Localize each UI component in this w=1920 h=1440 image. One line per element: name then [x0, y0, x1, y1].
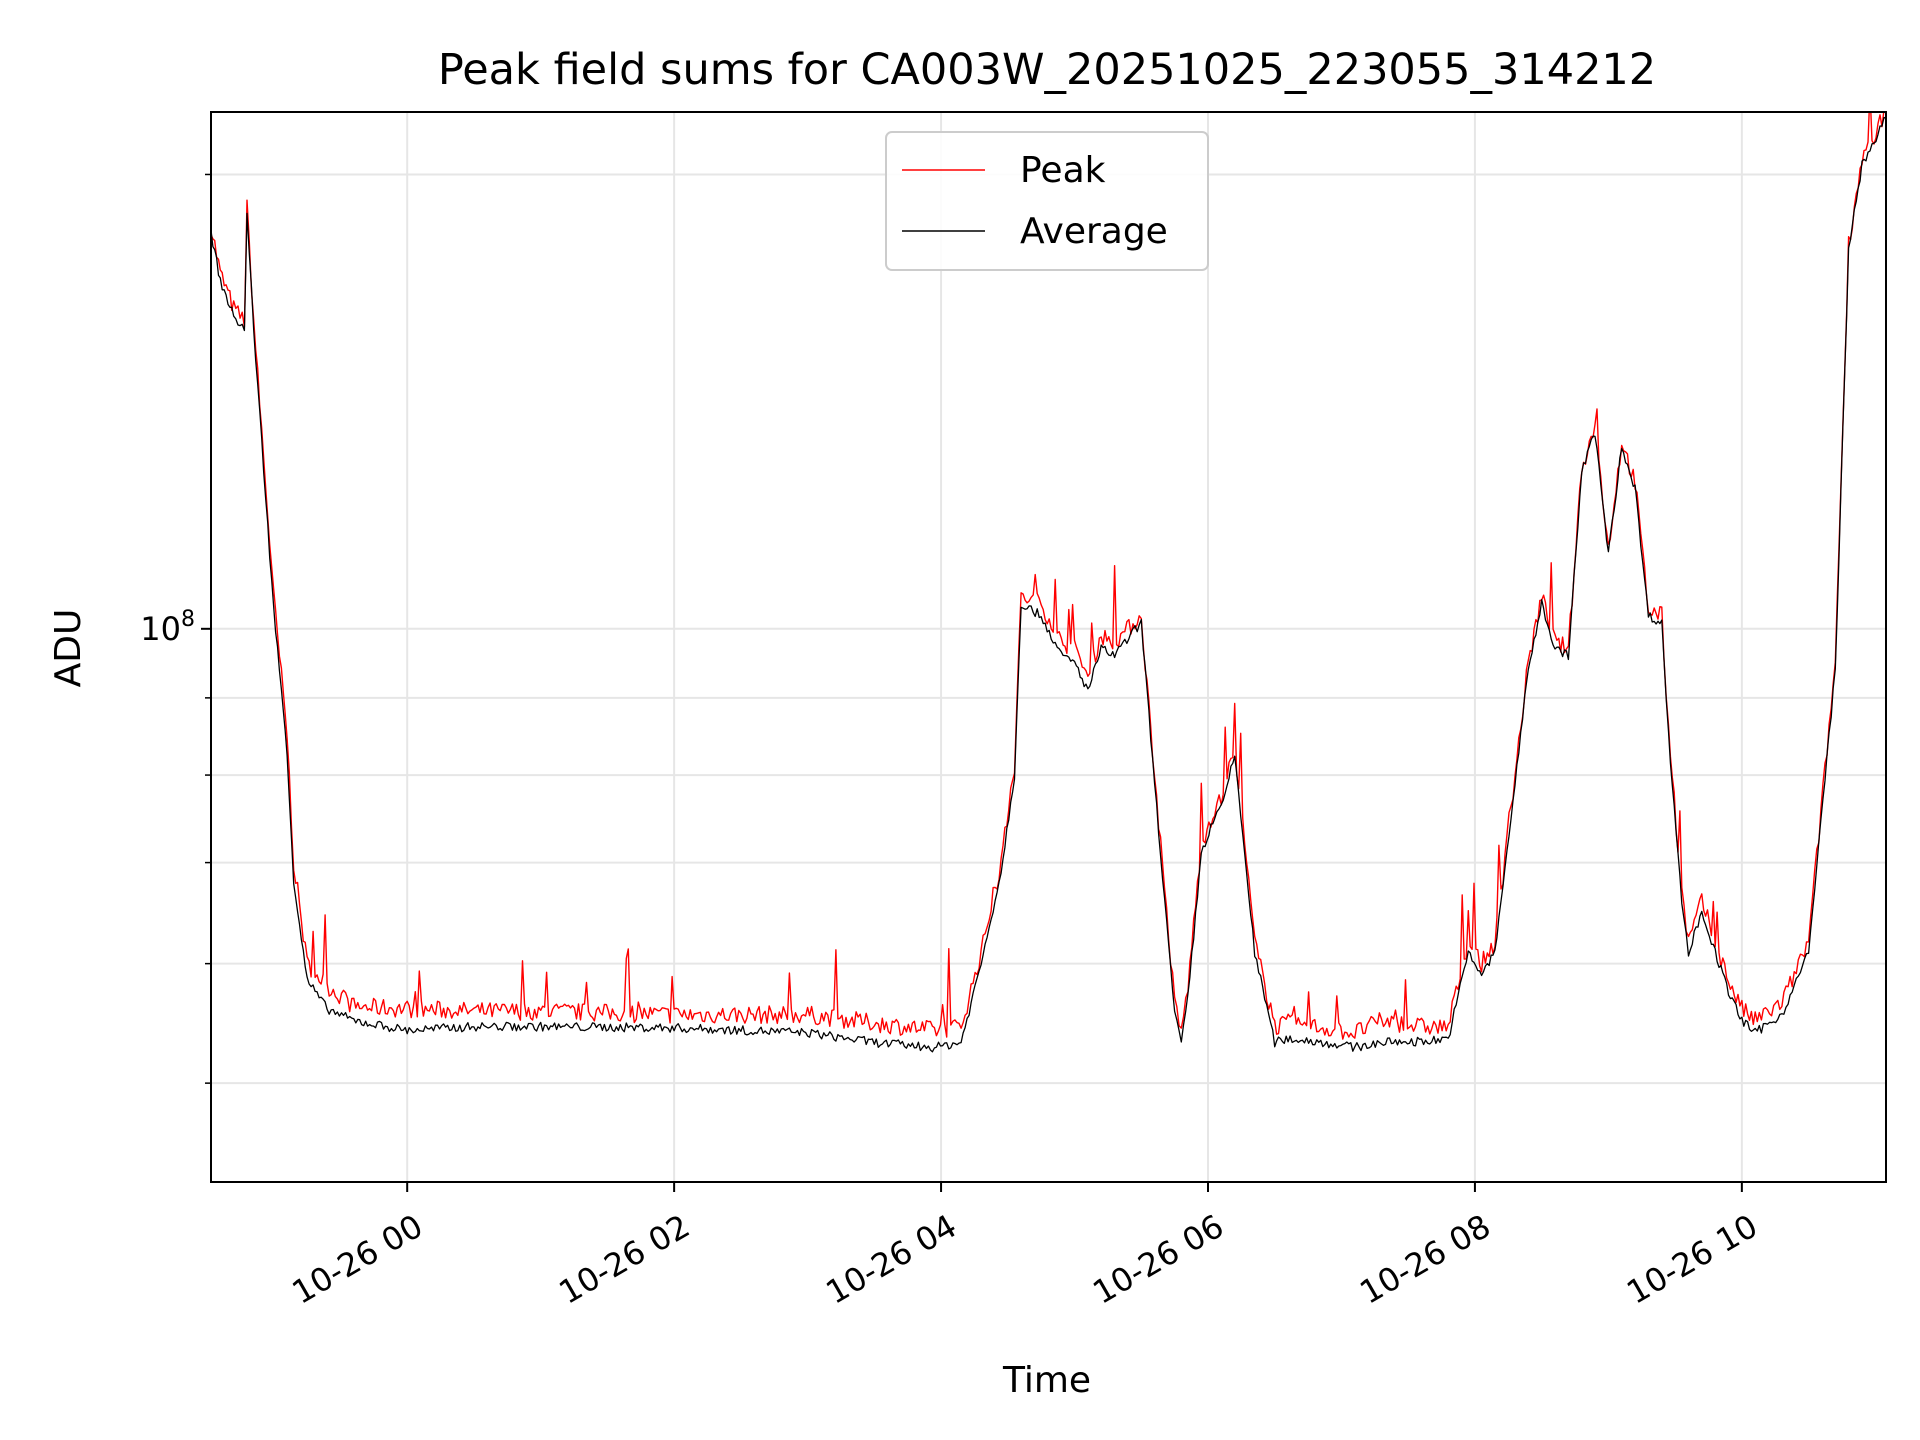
legend-box — [885, 131, 1209, 271]
plot-frame — [210, 111, 1887, 1183]
y-axis-ticks: 108 — [140, 173, 211, 1084]
legend-average-label: Average — [1020, 211, 1168, 252]
y-axis-label: ADU — [48, 609, 89, 688]
legend: Peak Average — [885, 131, 1209, 271]
legend-peak-label: Peak — [1020, 150, 1106, 191]
grid — [211, 112, 1886, 1182]
series-line-average — [211, 116, 1886, 1053]
x-axis-label: Time — [1002, 1360, 1091, 1401]
plot-series — [211, 112, 1886, 1053]
y-tick-label: 108 — [140, 607, 195, 648]
chart-title: Peak field sums for CA003W_20251025_2230… — [438, 45, 1656, 95]
